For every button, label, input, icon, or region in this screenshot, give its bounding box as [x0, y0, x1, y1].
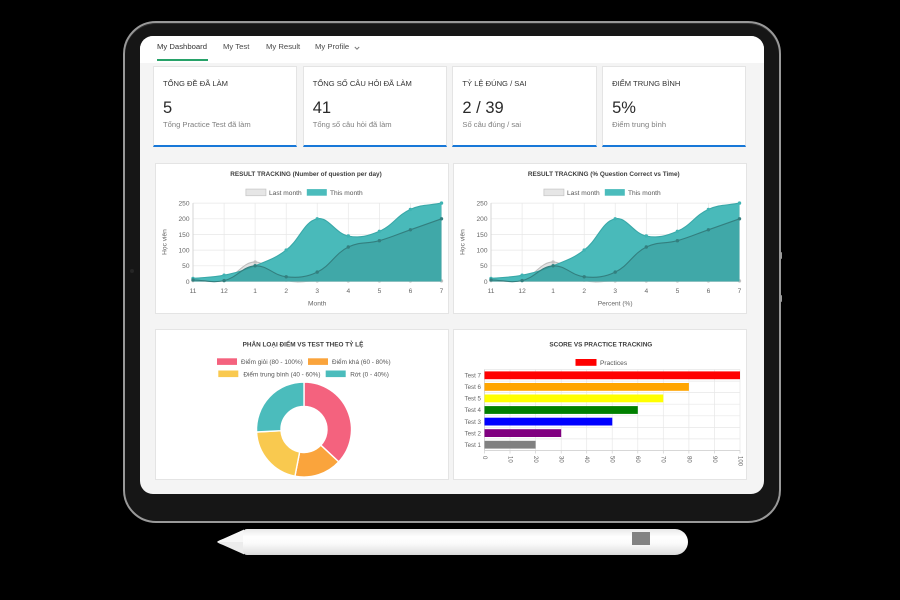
svg-text:90: 90 [711, 456, 717, 463]
svg-text:11: 11 [488, 288, 495, 295]
svg-text:2: 2 [582, 288, 586, 295]
svg-text:RESULT TRACKING (% Question Co: RESULT TRACKING (% Question Correct vs T… [528, 171, 680, 178]
svg-text:Test 5: Test 5 [464, 396, 481, 403]
svg-text:250: 250 [476, 201, 487, 208]
svg-text:11: 11 [189, 288, 196, 295]
svg-text:1: 1 [253, 288, 257, 295]
svg-text:10: 10 [506, 456, 512, 463]
svg-text:4: 4 [346, 288, 350, 295]
svg-text:12: 12 [220, 288, 228, 295]
svg-text:Practices: Practices [600, 360, 628, 367]
svg-text:Điểm giỏi (80 - 100%): Điểm giỏi (80 - 100%) [241, 358, 303, 366]
svg-text:3: 3 [315, 288, 319, 295]
svg-text:150: 150 [178, 232, 189, 239]
svg-text:40: 40 [583, 456, 589, 463]
svg-text:Test 4: Test 4 [464, 407, 481, 414]
svg-text:Test 1: Test 1 [464, 442, 481, 449]
svg-text:Điểm trung bình (40 - 60%): Điểm trung bình (40 - 60%) [243, 370, 320, 378]
svg-text:6: 6 [408, 288, 412, 295]
svg-text:4: 4 [644, 288, 648, 295]
svg-text:50: 50 [182, 263, 190, 270]
svg-text:12: 12 [518, 288, 526, 295]
svg-text:1: 1 [551, 288, 555, 295]
svg-text:5: 5 [676, 288, 680, 295]
svg-text:7: 7 [439, 288, 443, 295]
svg-text:Percent (%): Percent (%) [598, 301, 633, 308]
svg-text:7: 7 [738, 288, 742, 295]
svg-text:RESULT TRACKING (Number of que: RESULT TRACKING (Number of question per … [230, 171, 381, 178]
svg-text:0: 0 [481, 456, 487, 460]
svg-text:5: 5 [377, 288, 381, 295]
svg-text:200: 200 [178, 216, 189, 223]
svg-text:Last month: Last month [269, 190, 302, 197]
svg-text:150: 150 [476, 232, 487, 239]
svg-text:Month: Month [308, 301, 327, 308]
svg-text:0: 0 [185, 279, 189, 286]
svg-text:This month: This month [330, 190, 363, 197]
svg-text:PHÂN LOẠI ĐIỂM VS TEST THEO TỶ: PHÂN LOẠI ĐIỂM VS TEST THEO TỶ LỆ [242, 339, 363, 348]
svg-text:100: 100 [476, 248, 487, 255]
svg-text:250: 250 [178, 201, 189, 208]
svg-text:20: 20 [532, 456, 538, 463]
svg-text:2: 2 [284, 288, 288, 295]
svg-text:Điểm khá (60 - 80%): Điểm khá (60 - 80%) [332, 358, 391, 366]
svg-text:0: 0 [484, 279, 488, 286]
svg-text:200: 200 [476, 216, 487, 223]
svg-text:This month: This month [628, 190, 661, 197]
svg-text:100: 100 [178, 248, 189, 255]
svg-text:Test 7: Test 7 [464, 373, 481, 380]
svg-text:30: 30 [558, 456, 564, 463]
svg-text:50: 50 [480, 263, 488, 270]
svg-text:80: 80 [685, 456, 691, 463]
svg-text:50: 50 [609, 456, 615, 463]
svg-text:Test 6: Test 6 [464, 384, 481, 391]
svg-text:70: 70 [660, 456, 666, 463]
svg-text:100: 100 [736, 456, 742, 467]
svg-text:Học viên: Học viên [460, 229, 467, 255]
svg-text:Test 3: Test 3 [464, 419, 481, 426]
svg-text:Rớt (0 - 40%): Rớt (0 - 40%) [350, 371, 389, 378]
svg-text:Học viên: Học viên [161, 229, 168, 255]
svg-text:Last month: Last month [567, 190, 600, 197]
svg-text:6: 6 [707, 288, 711, 295]
svg-text:SCORE VS PRACTICE TRACKING: SCORE VS PRACTICE TRACKING [549, 341, 652, 348]
svg-text:Test 2: Test 2 [464, 430, 481, 437]
svg-text:60: 60 [634, 456, 640, 463]
svg-text:3: 3 [613, 288, 617, 295]
